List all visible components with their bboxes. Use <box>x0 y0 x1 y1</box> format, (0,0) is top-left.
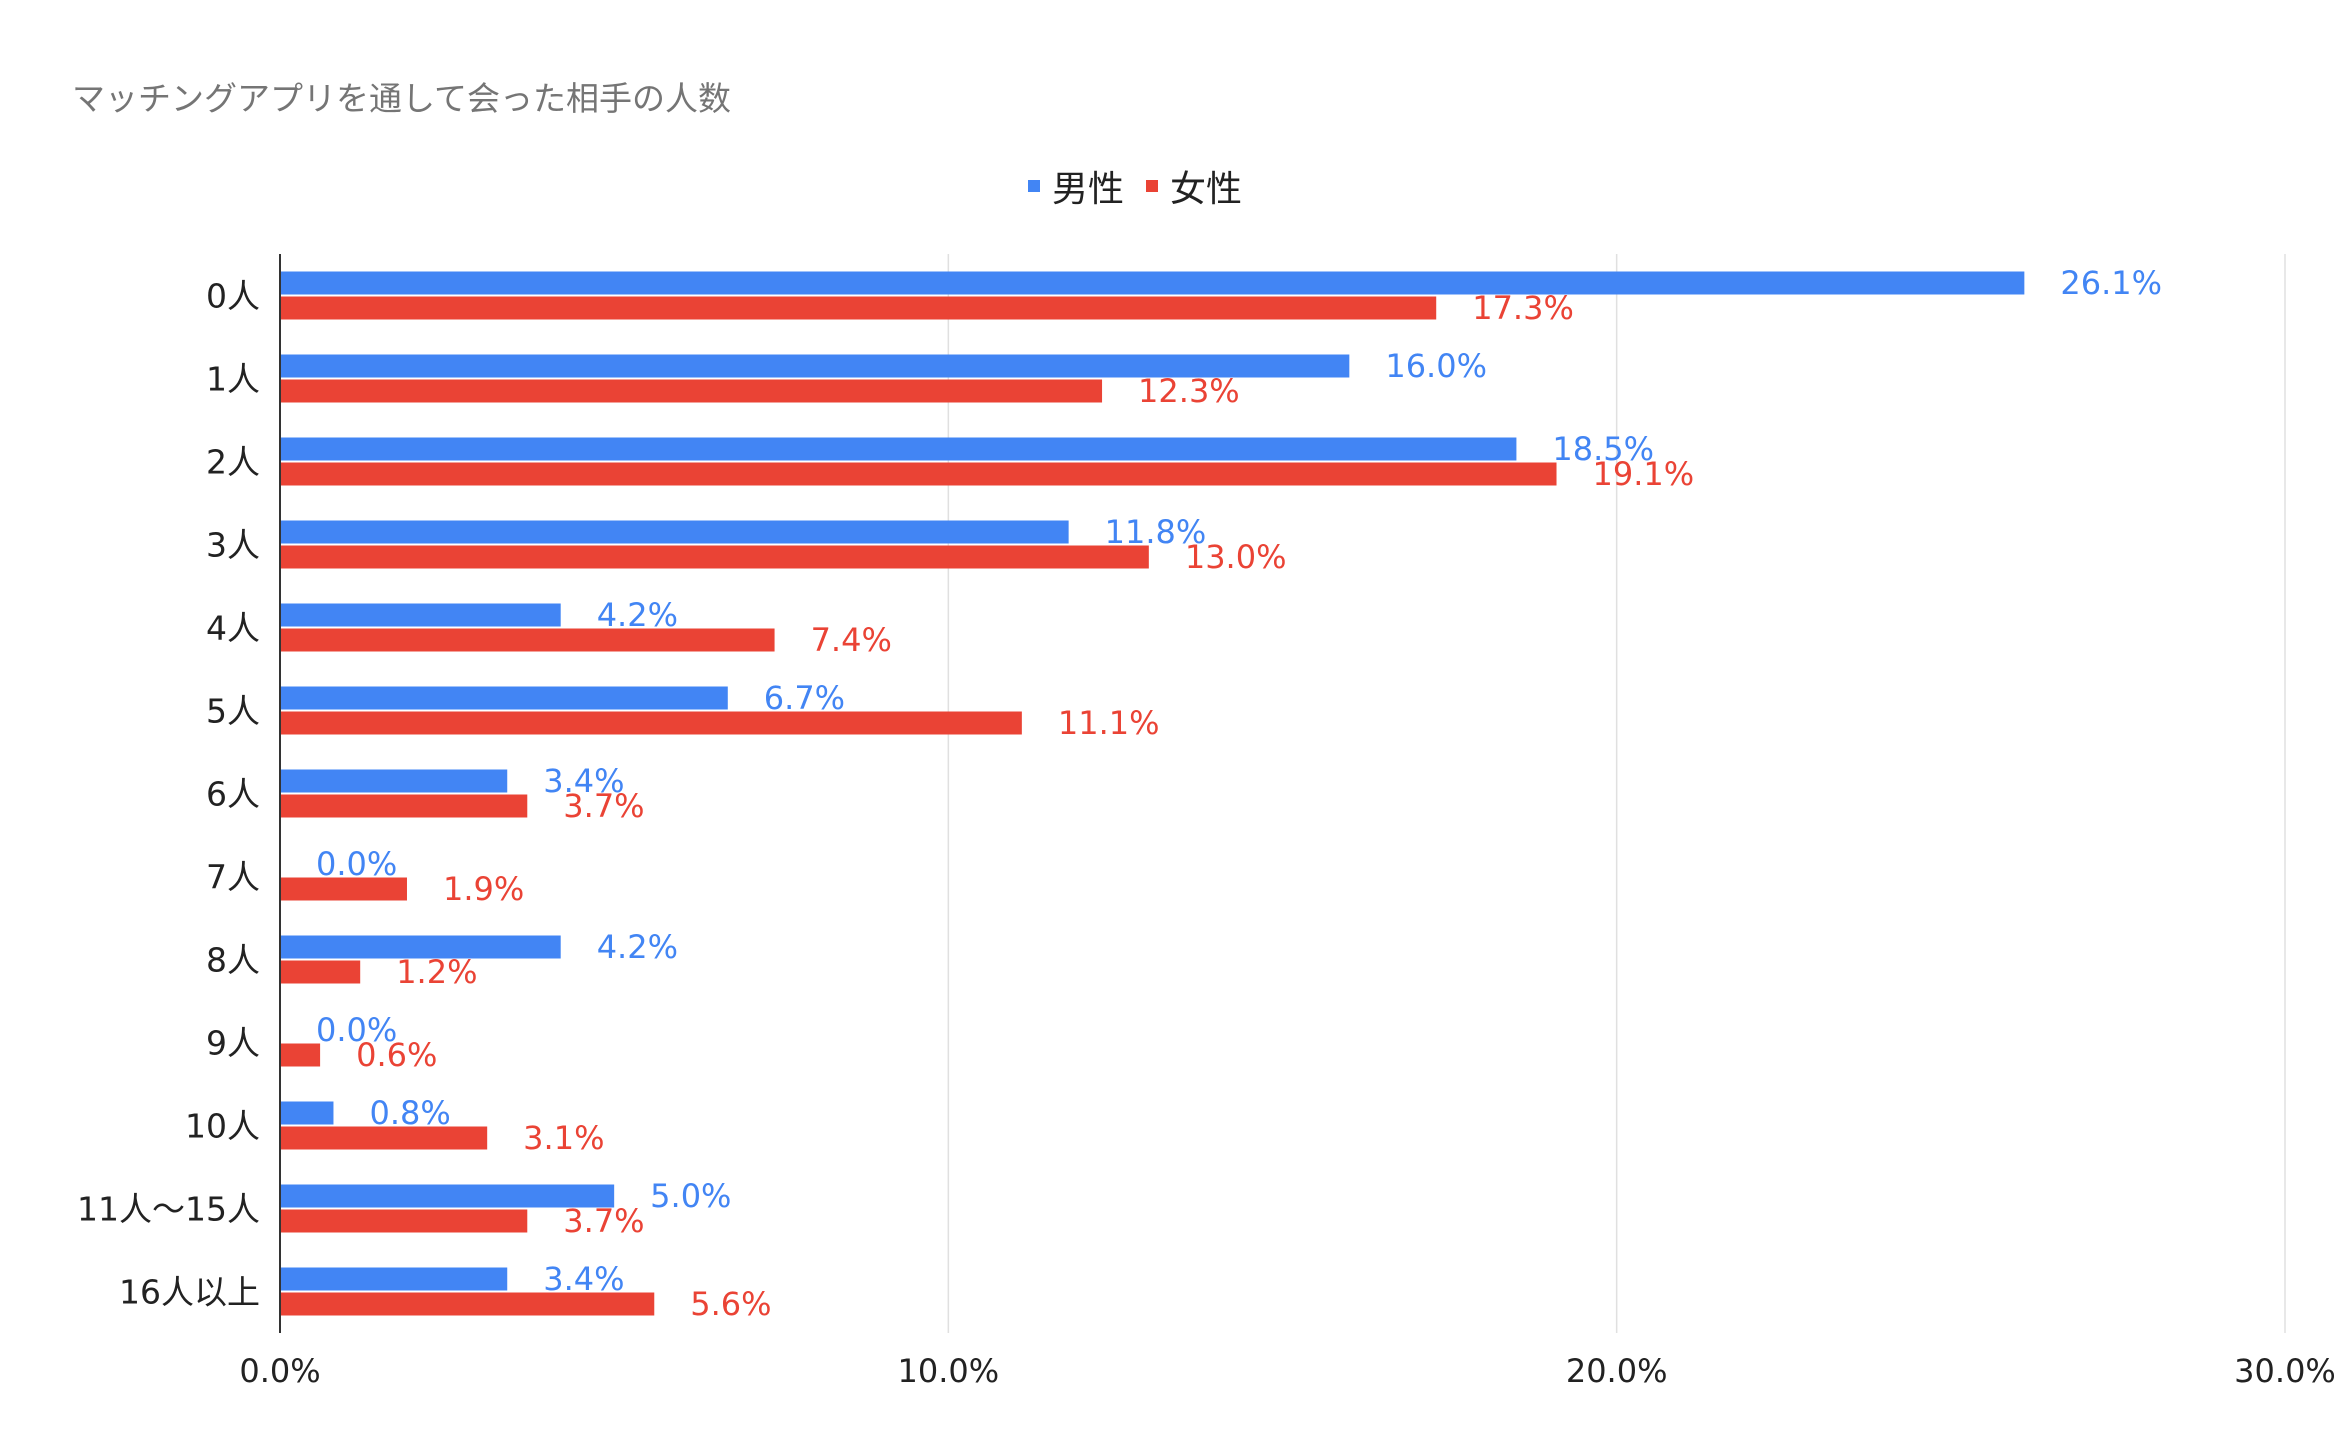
bar-male-8 <box>280 935 561 959</box>
data-label-male-11: 5.0% <box>650 1177 731 1215</box>
bar-male-1 <box>280 354 1350 378</box>
y-tick-label-9: 9人 <box>206 1024 260 1063</box>
x-tick-label-3: 30.0% <box>2234 1352 2336 1390</box>
data-label-female-5: 11.1% <box>1058 704 1160 742</box>
bar-male-10 <box>280 1101 334 1125</box>
legend: 男性 女性 <box>0 160 2270 212</box>
y-tick-label-10: 10人 <box>185 1107 260 1146</box>
data-label-female-4: 7.4% <box>811 621 892 659</box>
data-label-male-3: 11.8% <box>1105 513 1207 551</box>
legend-label-male: 男性 <box>1051 169 1124 210</box>
legend-label-female: 女性 <box>1170 169 1243 210</box>
bar-male-12 <box>280 1267 508 1291</box>
data-label-female-12: 5.6% <box>690 1285 771 1323</box>
data-label-male-4: 4.2% <box>597 596 678 634</box>
bar-female-11 <box>280 1209 528 1233</box>
data-label-male-6: 3.4% <box>543 762 624 800</box>
y-tick-label-11: 11人～15人 <box>77 1190 260 1229</box>
data-label-female-2: 19.1% <box>1593 455 1695 493</box>
legend-item-male[interactable]: 男性 <box>1027 160 1124 212</box>
data-label-male-2: 18.5% <box>1552 430 1654 468</box>
data-label-male-8: 4.2% <box>597 928 678 966</box>
data-label-female-0: 17.3% <box>1472 289 1574 327</box>
bar-female-1 <box>280 379 1103 403</box>
bar-female-12 <box>280 1292 655 1316</box>
bar-male-3 <box>280 520 1069 544</box>
bar-female-9 <box>280 1043 321 1067</box>
y-tick-label-7: 7人 <box>206 858 260 897</box>
data-label-male-12: 3.4% <box>543 1260 624 1298</box>
y-tick-label-1: 1人 <box>206 360 260 399</box>
bar-male-2 <box>280 437 1517 461</box>
legend-swatch-male <box>1027 180 1040 192</box>
data-label-female-9: 0.6% <box>356 1036 437 1074</box>
x-tick-label-0: 0.0% <box>239 1352 320 1390</box>
bar-female-5 <box>280 711 1022 735</box>
bar-female-3 <box>280 545 1149 569</box>
data-label-male-1: 16.0% <box>1385 347 1487 385</box>
bar-female-2 <box>280 462 1557 486</box>
bar-female-10 <box>280 1126 488 1150</box>
data-label-male-7: 0.0% <box>316 845 397 883</box>
data-label-female-3: 13.0% <box>1185 538 1287 576</box>
legend-item-female[interactable]: 女性 <box>1146 160 1242 212</box>
bar-male-0 <box>280 271 2025 295</box>
y-tick-label-0: 0人 <box>206 277 260 316</box>
bar-female-8 <box>280 960 361 984</box>
y-tick-label-8: 8人 <box>206 941 260 980</box>
bar-male-11 <box>280 1184 615 1208</box>
bar-male-4 <box>280 603 561 627</box>
chart-title: マッチングアプリを通して会った相手の人数 <box>72 79 732 118</box>
x-tick-label-2: 20.0% <box>1566 1352 1668 1390</box>
data-label-male-9: 0.0% <box>316 1011 397 1049</box>
y-tick-label-6: 6人 <box>206 775 260 814</box>
y-tick-label-3: 3人 <box>206 526 260 565</box>
data-label-male-5: 6.7% <box>764 679 845 717</box>
data-label-female-6: 3.7% <box>563 787 644 825</box>
bar-female-7 <box>280 877 407 901</box>
bar-male-5 <box>280 686 728 710</box>
y-tick-label-2: 2人 <box>206 443 260 482</box>
y-tick-label-5: 5人 <box>206 692 260 731</box>
data-label-female-7: 1.9% <box>443 870 524 908</box>
legend-swatch-female <box>1146 180 1158 192</box>
y-tick-label-12: 16人以上 <box>119 1273 260 1312</box>
bar-female-6 <box>280 794 528 818</box>
x-tick-label-1: 10.0% <box>898 1352 1000 1390</box>
data-label-female-8: 1.2% <box>396 953 477 991</box>
bar-female-0 <box>280 296 1437 320</box>
data-label-male-10: 0.8% <box>369 1094 450 1132</box>
data-label-male-0: 26.1% <box>2060 264 2162 302</box>
y-tick-label-4: 4人 <box>206 609 260 648</box>
bar-female-4 <box>280 628 775 652</box>
data-label-female-10: 3.1% <box>523 1119 604 1157</box>
data-label-female-11: 3.7% <box>563 1202 644 1240</box>
data-label-female-1: 12.3% <box>1138 372 1240 410</box>
bar-male-6 <box>280 769 508 793</box>
